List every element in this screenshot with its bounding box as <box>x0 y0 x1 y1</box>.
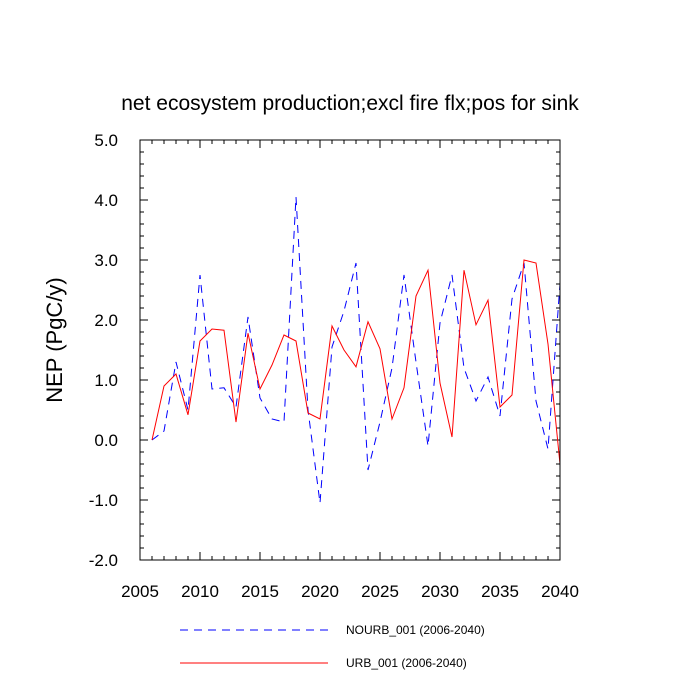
series-line-1 <box>151 196 561 504</box>
y-tick-label: 2.0 <box>94 311 118 330</box>
series-line-2 <box>151 259 561 465</box>
tick-labels: 2005 2010 2015 2020 2025 2030 2035 2040 -2.0 -1.0… <box>89 131 579 601</box>
y-tick-label: -1.0 <box>89 491 118 510</box>
plot-frame <box>139 139 561 561</box>
y-tick-label: 5.0 <box>94 131 118 150</box>
series-lines <box>151 196 561 504</box>
y-axis-label: NEP (PgC/y) <box>42 277 67 403</box>
chart-title: net ecosystem production;excl fire flx;p… <box>121 92 579 115</box>
y-tick-label: -2.0 <box>89 551 118 570</box>
y-tick-label: 3.0 <box>94 251 118 270</box>
x-tick-label: 2005 <box>121 582 159 601</box>
x-tick-label: 2010 <box>181 582 219 601</box>
legend-label-2: URB_001 (2006-2040) <box>346 656 467 670</box>
x-tick-label: 2035 <box>481 582 519 601</box>
axis-ticks <box>139 139 561 561</box>
y-tick-label: 4.0 <box>94 191 118 210</box>
legend-label-1: NOURB_001 (2006-2040) <box>346 623 485 637</box>
x-tick-label: 2040 <box>541 582 579 601</box>
y-tick-label: 0.0 <box>94 431 118 450</box>
y-tick-label: 1.0 <box>94 371 118 390</box>
x-tick-label: 2025 <box>361 582 399 601</box>
x-tick-label: 2015 <box>241 582 279 601</box>
legend: NOURB_001 (2006-2040) URB_001 (2006-2040) <box>180 623 485 670</box>
x-tick-label: 2020 <box>301 582 339 601</box>
x-tick-label: 2030 <box>421 582 459 601</box>
